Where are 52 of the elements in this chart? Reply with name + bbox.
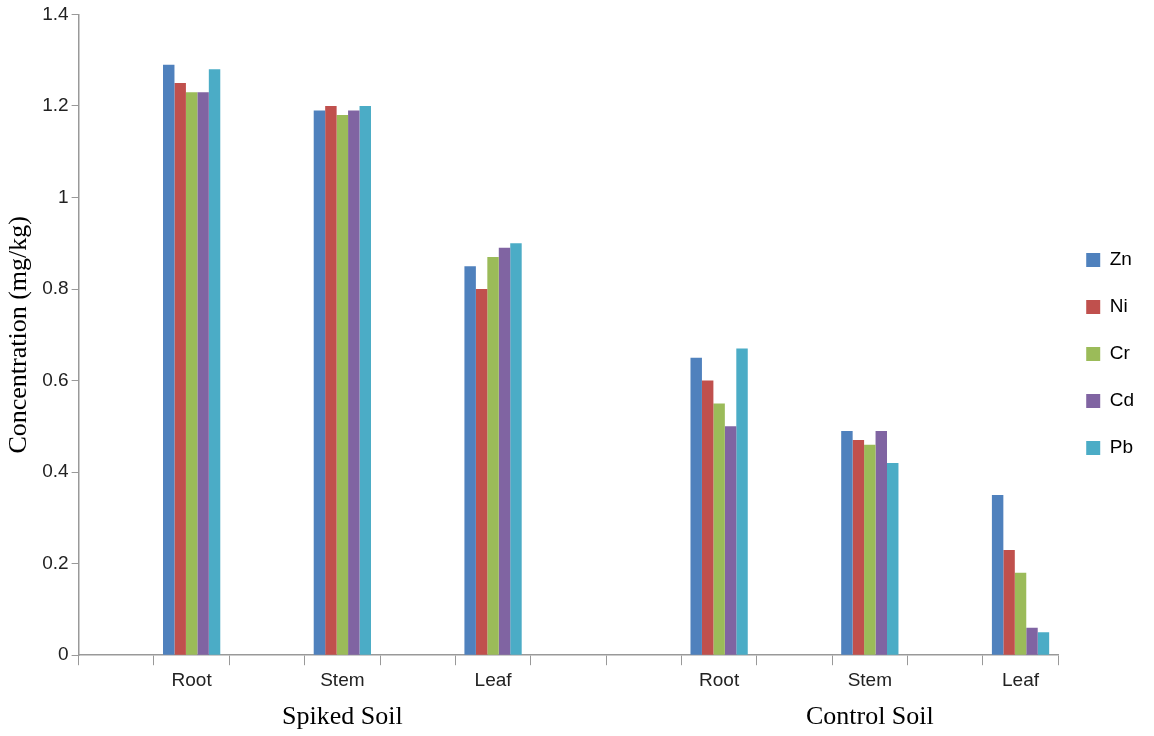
bar bbox=[690, 357, 702, 655]
bar bbox=[724, 426, 737, 655]
bar bbox=[487, 256, 499, 655]
y-tick-label: 0.6 bbox=[42, 368, 69, 390]
y-tick-label: 1.2 bbox=[42, 94, 69, 116]
legend-label: Cr bbox=[1109, 342, 1131, 364]
bar bbox=[701, 380, 714, 655]
bar bbox=[1003, 549, 1015, 655]
legend-label: Pb bbox=[1109, 436, 1133, 458]
bar bbox=[174, 83, 186, 655]
bar bbox=[1014, 572, 1027, 655]
bar bbox=[464, 266, 476, 655]
bar bbox=[864, 444, 876, 655]
x-tick-label: Root bbox=[171, 668, 213, 690]
x-tick-label: Stem bbox=[847, 668, 893, 690]
x-tick-label: Stem bbox=[320, 668, 365, 690]
x-tick-label: Leaf bbox=[474, 668, 513, 690]
y-axis-title: Concentration (mg/kg) bbox=[3, 216, 33, 454]
y-tick-label: 0.2 bbox=[42, 551, 69, 573]
y-tick-label: 1.4 bbox=[42, 2, 70, 24]
bar bbox=[875, 430, 888, 655]
bar bbox=[887, 462, 899, 655]
bar bbox=[736, 348, 748, 655]
bar bbox=[208, 69, 221, 655]
bar bbox=[510, 243, 522, 655]
bar bbox=[498, 247, 511, 655]
x-tick-label: Root bbox=[699, 668, 740, 690]
x-tick-label: Leaf bbox=[1002, 668, 1040, 690]
bar bbox=[313, 110, 326, 655]
bar bbox=[185, 92, 198, 655]
text: Control Soil bbox=[805, 700, 934, 730]
bar bbox=[475, 289, 488, 655]
bar bbox=[348, 110, 360, 655]
bar bbox=[841, 430, 853, 655]
y-tick-label: 0.4 bbox=[42, 460, 70, 482]
y-tick-label: 0.8 bbox=[42, 277, 69, 299]
text: Spiked Soil bbox=[282, 700, 403, 730]
bar bbox=[359, 105, 371, 655]
legend-label: Cd bbox=[1109, 389, 1135, 411]
bar bbox=[336, 115, 349, 655]
legend-label: Ni bbox=[1109, 295, 1128, 317]
bar bbox=[1026, 627, 1038, 655]
bar bbox=[991, 495, 1004, 655]
y-tick-label: 0 bbox=[58, 643, 69, 665]
bar bbox=[325, 105, 337, 655]
bar bbox=[197, 92, 209, 655]
bar bbox=[713, 403, 725, 655]
bar bbox=[852, 440, 865, 655]
bar bbox=[163, 64, 175, 655]
bar bbox=[1037, 632, 1050, 655]
y-tick-label: 1 bbox=[58, 185, 69, 207]
legend-label: Zn bbox=[1109, 248, 1132, 270]
